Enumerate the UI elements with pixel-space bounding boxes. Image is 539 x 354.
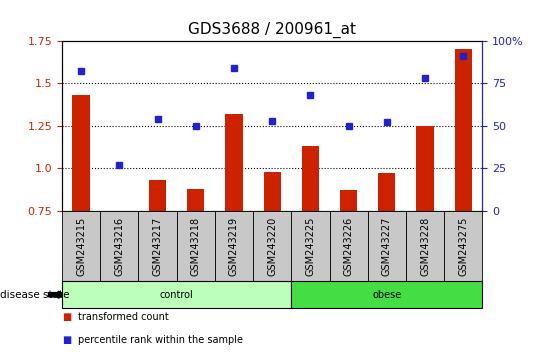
Text: GSM243215: GSM243215: [76, 216, 86, 276]
Text: percentile rank within the sample: percentile rank within the sample: [78, 335, 243, 345]
Text: GSM243219: GSM243219: [229, 216, 239, 276]
Text: GSM243227: GSM243227: [382, 216, 392, 276]
Text: GSM243225: GSM243225: [306, 216, 315, 276]
Text: GSM243226: GSM243226: [344, 216, 354, 276]
Bar: [378, 173, 396, 211]
Text: GSM243275: GSM243275: [458, 216, 468, 276]
Text: obese: obese: [372, 290, 402, 300]
Text: disease state: disease state: [0, 290, 70, 300]
Text: GSM243218: GSM243218: [191, 216, 201, 276]
Bar: [340, 190, 357, 211]
Text: GSM243220: GSM243220: [267, 216, 277, 276]
Bar: [187, 189, 204, 211]
Bar: [417, 126, 434, 211]
Title: GDS3688 / 200961_at: GDS3688 / 200961_at: [188, 22, 356, 38]
Text: GSM243228: GSM243228: [420, 216, 430, 276]
Text: ■: ■: [62, 312, 71, 322]
Text: transformed count: transformed count: [78, 312, 169, 322]
Bar: [225, 114, 243, 211]
Bar: [264, 172, 281, 211]
Bar: [72, 95, 89, 211]
Bar: [149, 180, 166, 211]
Text: GSM243216: GSM243216: [114, 216, 125, 276]
Bar: [455, 49, 472, 211]
Text: control: control: [160, 290, 194, 300]
Text: GSM243217: GSM243217: [153, 216, 163, 276]
Text: ■: ■: [62, 335, 71, 345]
Bar: [302, 146, 319, 211]
